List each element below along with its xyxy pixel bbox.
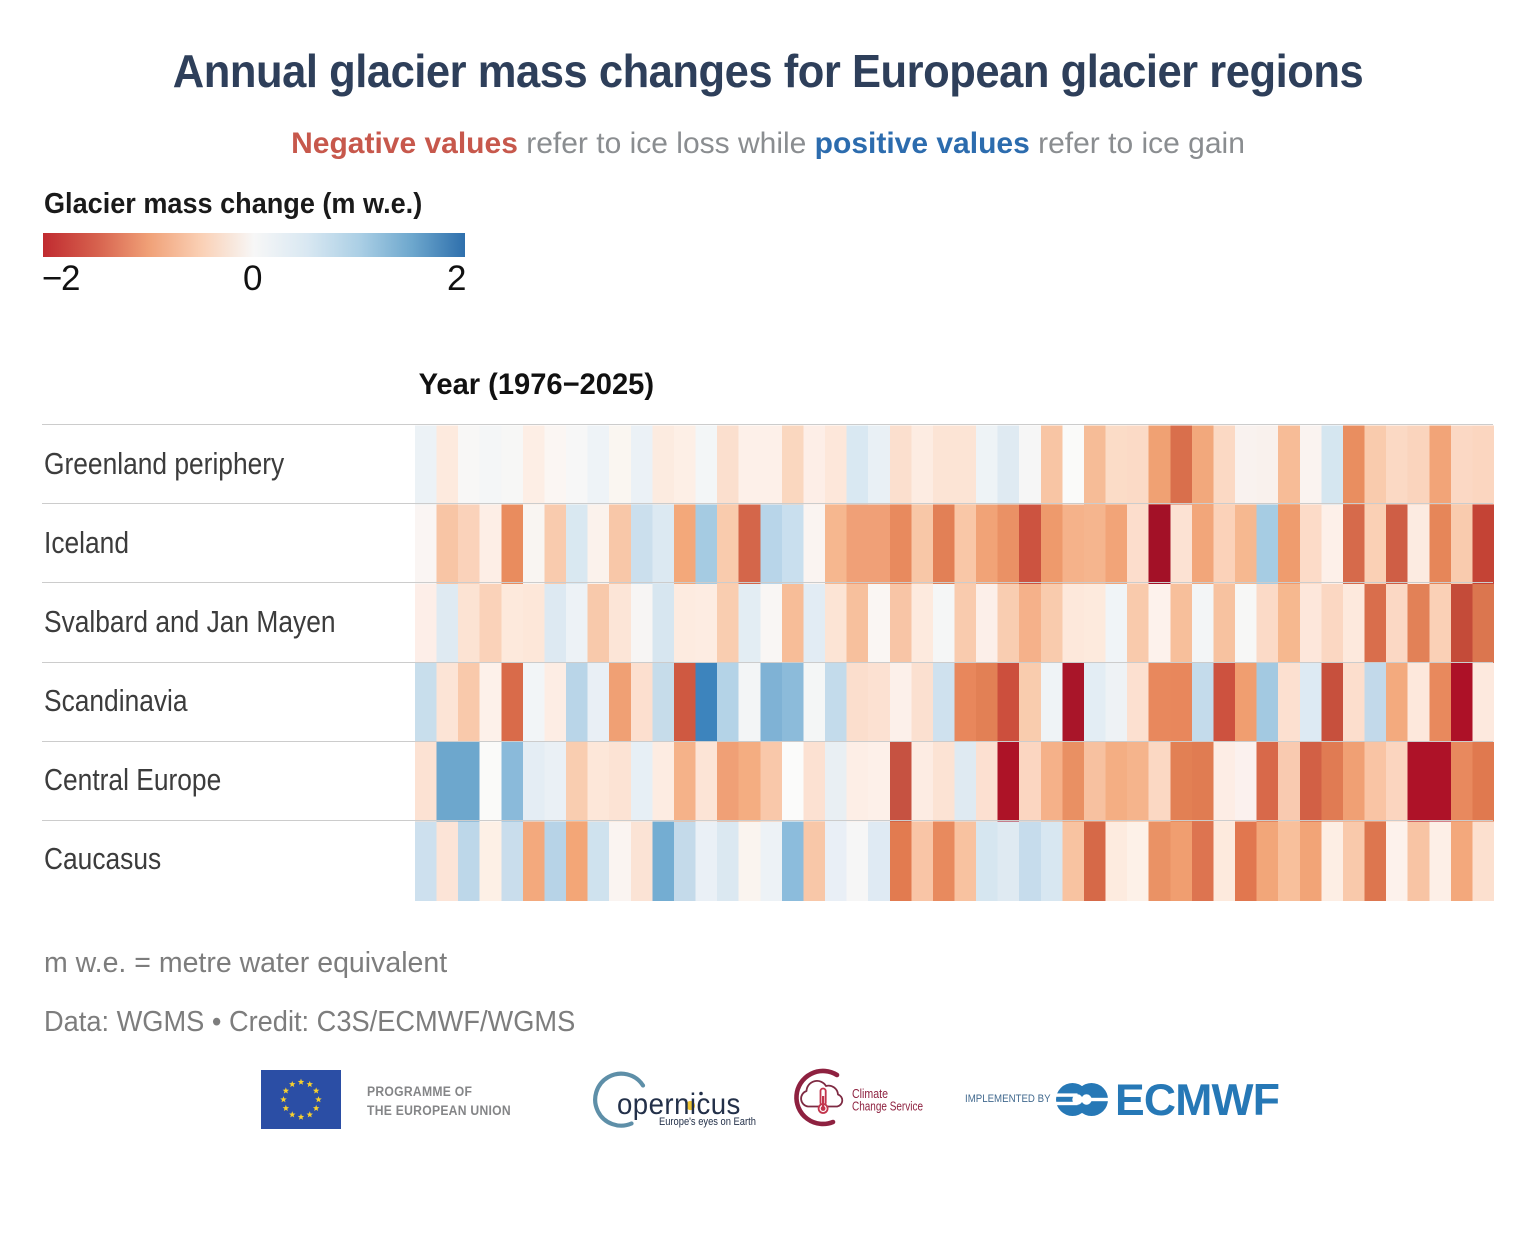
svg-text:Climate: Climate xyxy=(852,1086,888,1101)
svg-text:Change Service: Change Service xyxy=(852,1099,923,1114)
